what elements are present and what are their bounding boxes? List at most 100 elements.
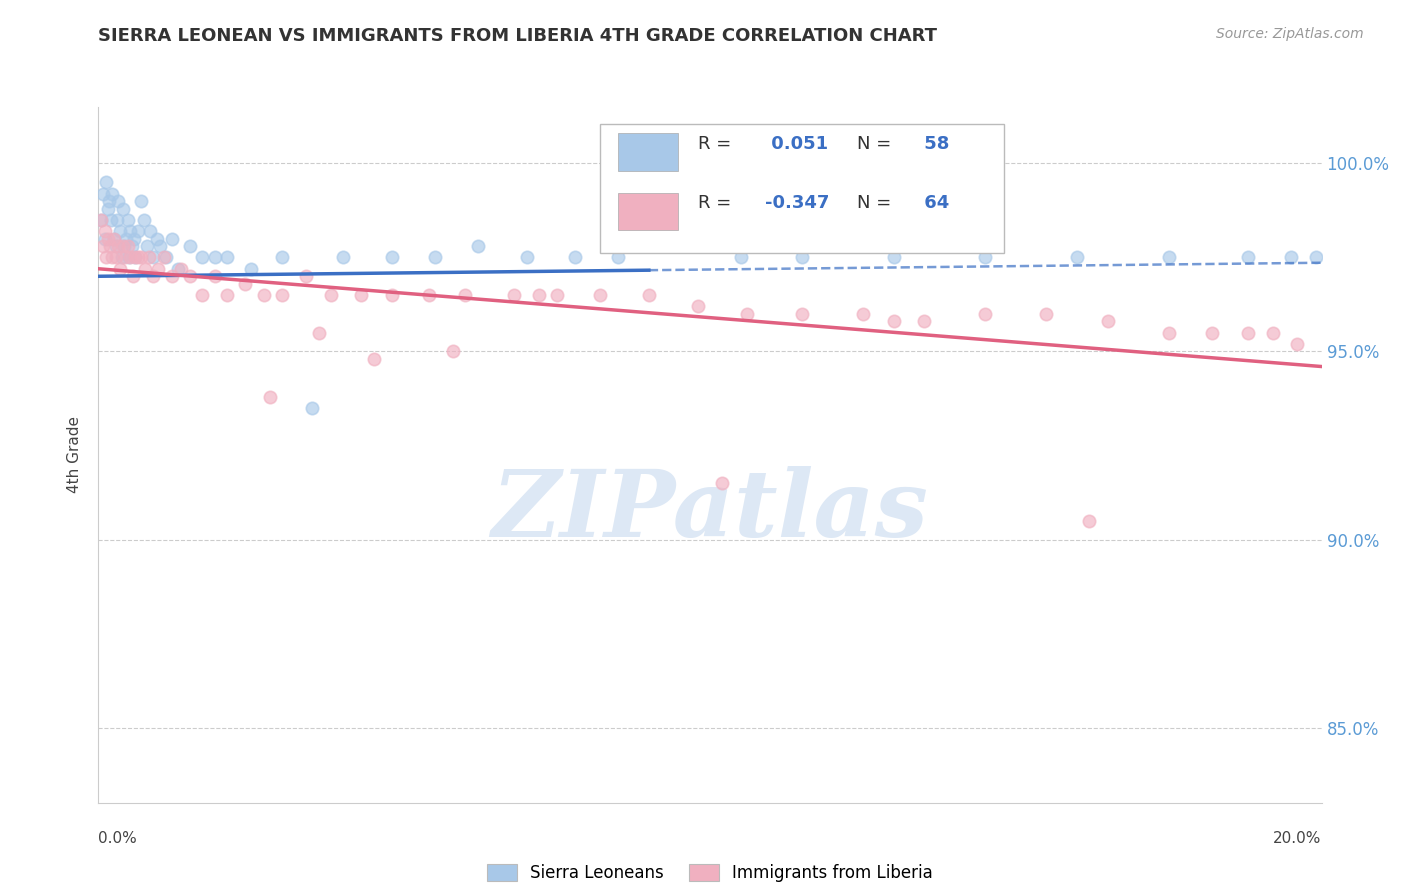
Point — [160, 232, 183, 246]
Text: 0.0%: 0.0% — [98, 831, 138, 846]
Point — [883, 314, 905, 328]
FancyBboxPatch shape — [619, 193, 678, 230]
Point — [107, 194, 129, 208]
Point — [1261, 326, 1284, 340]
Point — [112, 239, 135, 253]
Point — [790, 307, 813, 321]
Text: N =: N = — [856, 135, 891, 153]
Point — [103, 232, 125, 246]
Point — [111, 239, 134, 253]
Point — [129, 194, 152, 208]
Point — [127, 224, 149, 238]
Text: Source: ZipAtlas.com: Source: ZipAtlas.com — [1216, 27, 1364, 41]
Point — [170, 261, 193, 276]
Point — [118, 251, 141, 265]
Point — [191, 251, 214, 265]
Point — [668, 239, 690, 253]
Point — [96, 251, 118, 265]
Point — [101, 186, 124, 201]
Point — [332, 251, 354, 265]
Point — [179, 269, 201, 284]
Text: 58: 58 — [918, 135, 949, 153]
Point — [1305, 251, 1327, 265]
Point — [735, 307, 758, 321]
Point — [90, 212, 112, 227]
Text: ZIPatlas: ZIPatlas — [492, 466, 928, 556]
Text: R =: R = — [697, 194, 731, 212]
Point — [259, 390, 281, 404]
Point — [124, 251, 146, 265]
Point — [149, 239, 172, 253]
Point — [527, 288, 550, 302]
Y-axis label: 4th Grade: 4th Grade — [67, 417, 83, 493]
Point — [233, 277, 256, 291]
Text: 20.0%: 20.0% — [1274, 831, 1322, 846]
Point — [97, 202, 120, 216]
Point — [1078, 514, 1101, 528]
Point — [974, 307, 997, 321]
Point — [121, 269, 143, 284]
Point — [852, 307, 875, 321]
Point — [122, 232, 145, 246]
Point — [155, 251, 177, 265]
Point — [120, 251, 142, 265]
Point — [1157, 251, 1180, 265]
Point — [117, 239, 139, 253]
Point — [589, 288, 612, 302]
Point — [153, 251, 176, 265]
Point — [790, 251, 813, 265]
Point — [1157, 326, 1180, 340]
Point — [93, 232, 115, 246]
Point — [148, 261, 170, 276]
Point — [139, 224, 162, 238]
Point — [167, 261, 190, 276]
Point — [145, 232, 167, 246]
Point — [319, 288, 342, 302]
Point — [98, 239, 121, 253]
Point — [295, 269, 318, 284]
Point — [912, 314, 935, 328]
Point — [454, 288, 477, 302]
Point — [252, 288, 274, 302]
Text: N =: N = — [856, 194, 891, 212]
Point — [215, 288, 238, 302]
Point — [121, 239, 143, 253]
Point — [124, 251, 146, 265]
Point — [136, 239, 159, 253]
Point — [105, 212, 128, 227]
Text: 0.051: 0.051 — [765, 135, 828, 153]
Point — [503, 288, 526, 302]
Point — [134, 212, 156, 227]
Point — [142, 251, 165, 265]
Point — [350, 288, 373, 302]
Point — [363, 351, 385, 366]
Point — [711, 476, 734, 491]
Text: -0.347: -0.347 — [765, 194, 830, 212]
Point — [1237, 251, 1260, 265]
Point — [134, 261, 156, 276]
Point — [564, 251, 586, 265]
Point — [111, 202, 134, 216]
Point — [1097, 314, 1119, 328]
Point — [308, 326, 330, 340]
Point — [686, 299, 709, 313]
Point — [516, 251, 538, 265]
Point — [138, 251, 160, 265]
Point — [381, 288, 404, 302]
Point — [100, 212, 122, 227]
Point — [179, 239, 201, 253]
Point — [103, 232, 125, 246]
Point — [381, 251, 404, 265]
Point — [94, 175, 117, 189]
Point — [638, 288, 661, 302]
Point — [441, 344, 464, 359]
Point — [115, 232, 138, 246]
Point — [93, 224, 115, 238]
Point — [120, 224, 142, 238]
Point — [883, 251, 905, 265]
FancyBboxPatch shape — [619, 134, 678, 171]
Point — [91, 186, 114, 201]
FancyBboxPatch shape — [600, 125, 1004, 253]
Point — [91, 239, 114, 253]
Legend: Sierra Leoneans, Immigrants from Liberia: Sierra Leoneans, Immigrants from Liberia — [481, 857, 939, 888]
